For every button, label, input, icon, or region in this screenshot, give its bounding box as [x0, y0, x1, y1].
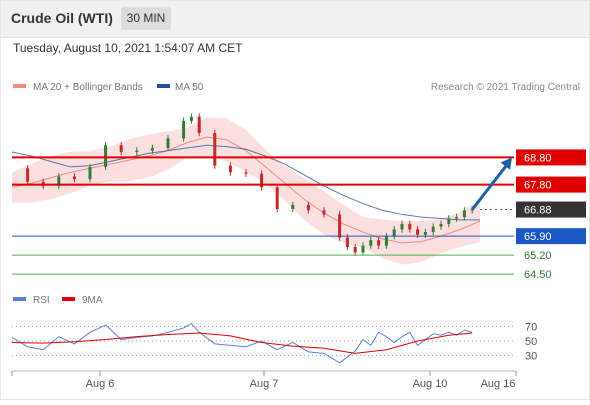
- candle-body: [213, 133, 217, 166]
- level-label-64.50: 64.50: [524, 269, 552, 281]
- x-axis: Aug 6 Aug 7 Aug 10 Aug 16: [11, 370, 517, 390]
- candle-body: [400, 223, 404, 230]
- rsi-level-label-50: 50: [525, 336, 537, 348]
- candle-body: [369, 240, 373, 246]
- candle-body: [431, 226, 435, 233]
- candle-body: [182, 120, 186, 139]
- chart-datetime: Tuesday, August 10, 2021 1:54:07 AM CET: [13, 41, 243, 55]
- candle-body: [228, 165, 232, 173]
- level-tag-65.90: [516, 228, 586, 245]
- candle-body: [197, 116, 201, 133]
- level-label-65.20: 65.20: [524, 250, 552, 262]
- ma50-legend-label: MA 50: [175, 82, 204, 93]
- level-label-65.90: 65.90: [524, 231, 552, 243]
- x-axis-label-aug-7: Aug 7: [250, 378, 279, 390]
- level-tag-66.88: [516, 201, 586, 218]
- level-tag-67.80: [516, 176, 586, 193]
- candle-body: [88, 166, 92, 180]
- candle-body: [408, 223, 412, 230]
- candle-body: [150, 147, 154, 151]
- candle-body: [119, 145, 123, 152]
- candle-body: [306, 204, 310, 211]
- ma20-legend-swatch: [13, 84, 26, 88]
- candle-body: [189, 116, 193, 121]
- rsi-ma-line: [11, 332, 473, 354]
- candle-body: [291, 204, 295, 209]
- candle-body: [361, 245, 365, 253]
- level-label-68.80: 68.80: [524, 152, 552, 164]
- candle-body: [104, 145, 108, 167]
- candle-body: [135, 150, 139, 152]
- candle-body: [439, 223, 443, 227]
- instrument-title: Crude Oil (WTI): [11, 10, 113, 26]
- rsi-ma-legend-swatch: [62, 297, 75, 301]
- candle-body: [384, 236, 388, 246]
- candle-body: [244, 172, 248, 174]
- x-axis-label-aug-10: Aug 10: [413, 378, 448, 390]
- x-axis-label-aug-6: Aug 6: [86, 378, 115, 390]
- candle-body: [447, 218, 451, 224]
- candle-body: [377, 240, 381, 246]
- level-tag-68.80: [516, 149, 586, 166]
- candle-body: [72, 176, 76, 180]
- copyright-text: Research © 2021 Trading Central: [431, 82, 580, 93]
- timeframe-badge[interactable]: 30 MIN: [121, 7, 171, 30]
- rsi-legend-label: RSI: [33, 295, 50, 306]
- rsi-level-label-30: 30: [525, 351, 537, 363]
- rsi-ma-legend-label: 9MA: [82, 295, 103, 306]
- chart-header: Crude Oil (WTI) 30 MIN: [0, 0, 590, 38]
- ma20-legend-label: MA 20 + Bollinger Bands: [33, 82, 143, 93]
- candle-body: [416, 229, 420, 235]
- x-axis-label-aug-16: Aug 16: [481, 378, 516, 390]
- ma50-legend-swatch: [157, 84, 170, 88]
- candle-body: [470, 209, 474, 211]
- rsi-panel: 70 50 30: [11, 322, 537, 364]
- candle-body: [322, 210, 326, 215]
- rsi-level-label-70: 70: [525, 322, 537, 334]
- candle-body: [275, 187, 279, 209]
- rsi-legend-swatch: [13, 297, 26, 301]
- bollinger-band: [12, 117, 480, 265]
- candle-body: [260, 173, 264, 188]
- rsi-line: [11, 322, 473, 364]
- candle-body: [455, 217, 459, 219]
- candle-body: [392, 229, 396, 237]
- candle-body: [166, 138, 170, 148]
- candle-body: [345, 237, 349, 247]
- forecast-arrow-head: [500, 157, 512, 170]
- main-price-panel: 68.80 67.80 66.88 65.90 65.20 64.50: [11, 113, 586, 281]
- candle-body: [462, 210, 466, 218]
- forecast-arrow: [471, 162, 510, 211]
- candle-body: [57, 176, 61, 186]
- candle-body: [353, 247, 357, 253]
- candle-body: [26, 168, 30, 182]
- level-label-67.80: 67.80: [524, 180, 552, 192]
- candle-body: [338, 214, 342, 238]
- candle-body: [423, 232, 427, 235]
- level-label-66.88: 66.88: [524, 205, 552, 217]
